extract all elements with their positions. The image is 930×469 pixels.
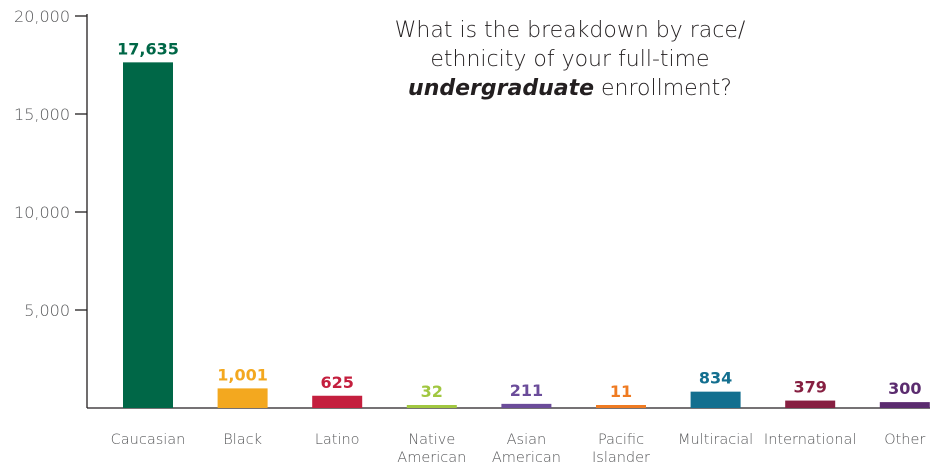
category-label: American [397, 450, 466, 466]
chart-title-line-3: undergraduate enrollment? [340, 74, 800, 103]
category-label: International [764, 432, 857, 448]
category-label: Native [408, 432, 455, 448]
category-label: Islander [592, 450, 650, 466]
value-labels-group: 17,635 1,001 625 32 211 11 834 379 300 [117, 39, 921, 401]
category-label: Black [223, 432, 262, 448]
y-tick-label: 5,000 [24, 301, 70, 320]
bars-group [123, 62, 930, 408]
bar [406, 405, 457, 408]
bar [879, 402, 930, 408]
chart-title-line-1: What is the breakdown by race/ [394, 18, 746, 43]
category-label: Pacific [598, 432, 644, 448]
value-label: 17,635 [117, 39, 179, 58]
bar [690, 391, 741, 408]
category-label: Latino [315, 432, 360, 448]
bar [596, 405, 646, 408]
value-label: 300 [888, 379, 921, 398]
value-label: 625 [320, 373, 353, 392]
value-label: 379 [793, 378, 826, 397]
value-label: 211 [510, 381, 543, 400]
bar [501, 403, 552, 408]
category-labels-group: Caucasian Black Latino Native American Asian A… [111, 432, 926, 466]
category-label: Asian [507, 432, 547, 448]
chart-title-line-3-rest: enrollment? [594, 76, 732, 101]
bar [217, 388, 268, 408]
y-tick-label: 10,000 [14, 203, 70, 222]
chart-title-emphasis: undergraduate [408, 76, 595, 101]
chart-title: What is the breakdown by race/ ethnicity… [340, 16, 800, 103]
category-label: Multiracial [678, 432, 753, 448]
category-label: Caucasian [111, 432, 186, 448]
bar [312, 395, 363, 408]
value-label: 11 [610, 382, 632, 401]
y-tick-label: 15,000 [14, 105, 70, 124]
value-label: 1,001 [217, 365, 268, 384]
y-tick-label: 20,000 [14, 7, 70, 26]
category-label: American [492, 450, 561, 466]
chart-title-line-2: ethnicity of your full-time [430, 47, 710, 72]
category-label: Other [884, 432, 925, 448]
y-axis-ticks: 20,000 15,000 10,000 5,000 [14, 7, 87, 320]
value-label: 32 [421, 382, 443, 401]
bar [123, 62, 173, 408]
bar [785, 400, 836, 408]
value-label: 834 [699, 369, 732, 388]
